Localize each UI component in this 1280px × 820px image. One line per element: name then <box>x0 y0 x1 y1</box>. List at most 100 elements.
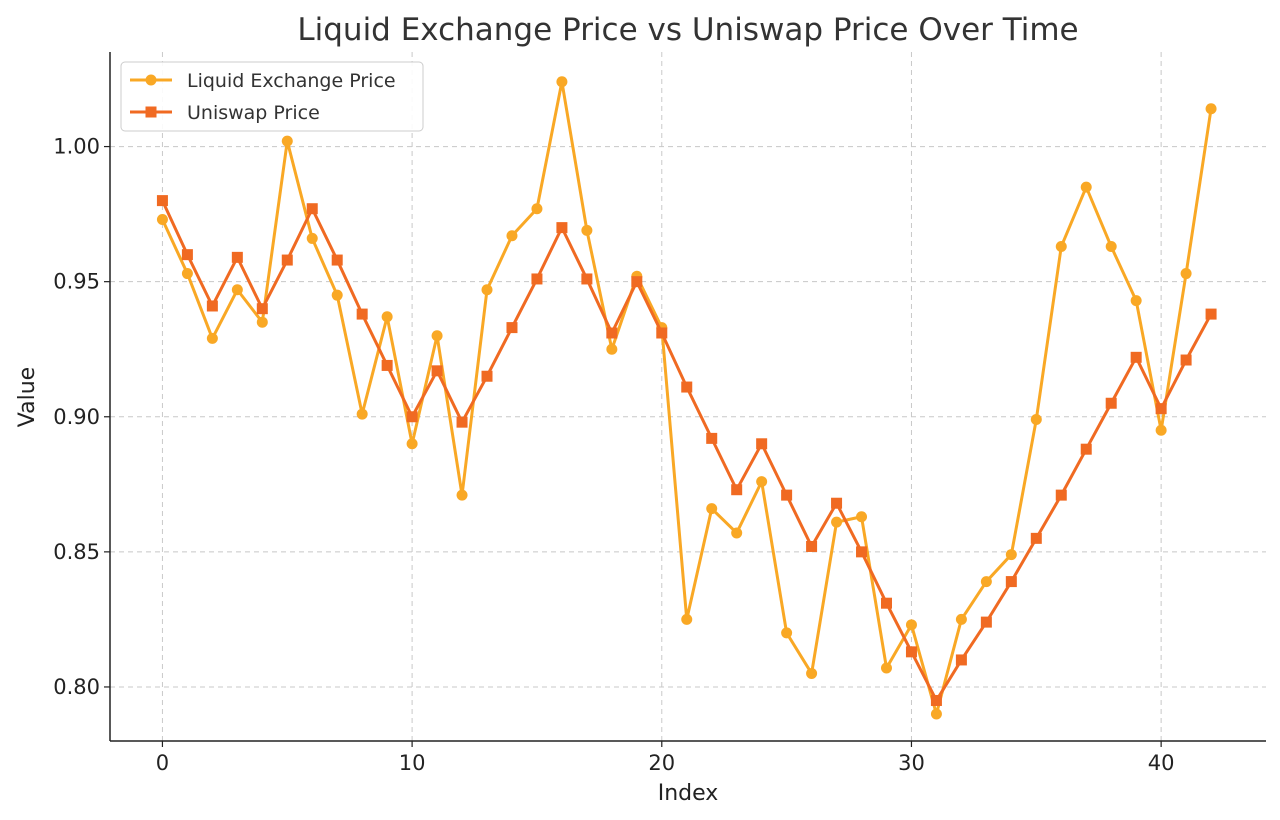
data-point-square <box>856 546 868 558</box>
data-point-square <box>456 416 468 428</box>
data-point-circle <box>756 476 768 488</box>
data-point-circle <box>606 343 618 355</box>
data-point-square <box>781 489 793 501</box>
data-point-circle <box>506 230 518 242</box>
data-point-circle <box>706 503 718 515</box>
legend-label: Liquid Exchange Price <box>187 70 396 92</box>
data-point-circle <box>681 613 693 625</box>
series-line <box>161 199 1213 702</box>
x-tick-label: 40 <box>1148 751 1175 775</box>
data-point-circle <box>206 332 218 344</box>
data-point-circle <box>431 330 443 342</box>
y-tick-label: 0.95 <box>53 270 100 294</box>
data-point-square <box>880 597 892 609</box>
data-point-circle <box>1030 413 1042 425</box>
data-point-square <box>1180 354 1192 366</box>
data-point-square <box>1205 308 1217 320</box>
data-point-circle <box>1080 181 1092 193</box>
y-tick-label: 0.85 <box>53 540 100 564</box>
data-point-circle <box>356 408 368 420</box>
legend-box <box>120 61 424 132</box>
data-point-square <box>1155 403 1167 415</box>
data-point-square <box>1005 576 1017 588</box>
data-point-square <box>1030 532 1042 544</box>
data-point-square <box>731 484 743 496</box>
data-point-square <box>231 251 243 263</box>
grid <box>110 52 1266 741</box>
data-point-circle <box>980 576 992 588</box>
x-axis-ticks: 0 10 20 30 40 <box>156 741 1175 775</box>
legend-label: Uniswap Price <box>187 102 320 124</box>
chart-title: Liquid Exchange Price vs Uniswap Price O… <box>297 12 1078 48</box>
data-point-square <box>980 616 992 628</box>
data-point-square <box>481 370 493 382</box>
plot-area <box>156 76 1217 720</box>
data-point-square <box>606 327 618 339</box>
data-point-circle <box>156 214 168 226</box>
data-point-circle <box>581 224 593 236</box>
data-point-circle <box>331 289 343 301</box>
data-point-square <box>381 359 393 371</box>
y-tick-label: 1.00 <box>53 135 100 159</box>
data-point-square <box>506 322 518 334</box>
data-point-square <box>1055 489 1067 501</box>
data-point-square <box>581 273 593 285</box>
data-point-circle <box>806 667 818 679</box>
data-point-square <box>930 694 942 706</box>
data-point-square <box>756 438 768 450</box>
data-point-circle <box>181 268 193 280</box>
data-point-square <box>706 432 718 444</box>
data-point-square <box>1130 351 1142 363</box>
data-point-square <box>156 195 168 207</box>
data-point-square <box>306 203 318 215</box>
data-point-circle <box>905 619 917 631</box>
data-point-square <box>531 273 543 285</box>
data-point-circle <box>856 511 868 523</box>
x-axis-label: Index <box>658 781 719 806</box>
data-point-circle <box>781 627 793 639</box>
data-point-circle <box>406 438 418 450</box>
data-point-square <box>831 497 843 509</box>
data-point-circle <box>1055 241 1067 253</box>
x-tick-label: 20 <box>648 751 675 775</box>
data-point-circle <box>531 203 543 215</box>
data-point-circle <box>256 316 268 328</box>
data-point-square <box>1080 443 1092 455</box>
data-point-square <box>656 327 668 339</box>
data-point-circle <box>306 232 318 244</box>
series-liquid-exchange <box>156 76 1217 720</box>
y-tick-label: 0.80 <box>53 675 100 699</box>
data-point-circle <box>556 76 568 88</box>
y-axis-label: Value <box>15 367 40 427</box>
legend: Liquid Exchange Price Uniswap Price <box>120 61 424 132</box>
x-tick-label: 30 <box>898 751 925 775</box>
data-point-square <box>431 365 443 377</box>
data-point-square <box>206 300 218 312</box>
data-point-square <box>905 646 917 658</box>
data-point-circle <box>456 489 468 501</box>
data-point-square <box>356 308 368 320</box>
data-point-circle <box>1205 103 1217 115</box>
data-point-square <box>256 303 268 315</box>
y-tick-label: 0.90 <box>53 405 100 429</box>
data-point-square <box>806 540 818 552</box>
data-point-circle <box>731 527 743 539</box>
data-point-square <box>331 254 343 266</box>
data-point-circle <box>381 311 393 323</box>
x-tick-label: 10 <box>399 751 426 775</box>
legend-marker-square <box>145 106 157 118</box>
data-point-square <box>556 222 568 234</box>
data-point-circle <box>481 284 493 296</box>
series-uniswap <box>156 195 1217 706</box>
data-point-square <box>406 411 418 423</box>
data-point-square <box>681 381 693 393</box>
data-point-circle <box>880 662 892 674</box>
data-point-square <box>281 254 293 266</box>
data-point-circle <box>1155 424 1167 436</box>
data-point-square <box>631 276 643 288</box>
data-point-circle <box>281 135 293 147</box>
legend-marker-circle <box>145 74 157 86</box>
x-tick-label: 0 <box>156 751 169 775</box>
data-point-circle <box>955 613 967 625</box>
